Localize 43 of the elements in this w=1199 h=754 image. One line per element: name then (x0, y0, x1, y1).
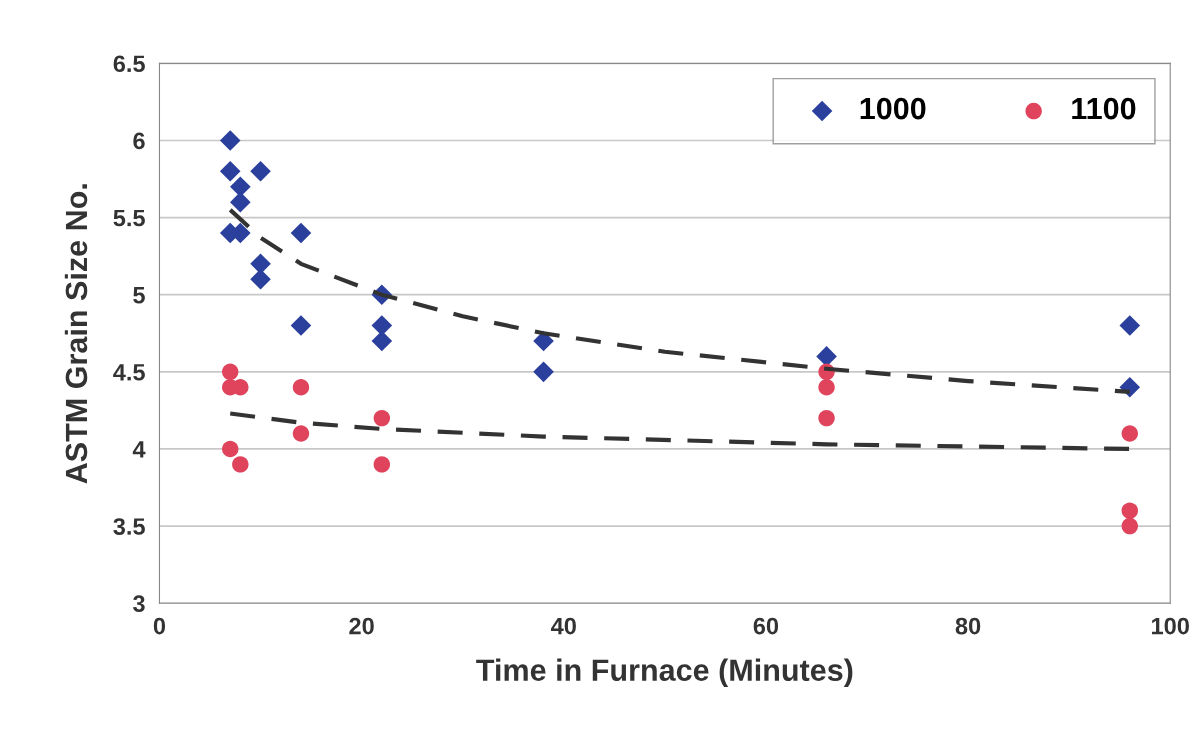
point (533, 361, 554, 383)
x-tick-label: 40 (551, 617, 576, 635)
legend-label: 1100 (1072, 97, 1136, 120)
point (371, 315, 393, 336)
point (222, 440, 239, 458)
x-tick-label: 80 (955, 617, 981, 635)
point (818, 409, 835, 427)
point (1121, 517, 1139, 535)
point (1121, 425, 1139, 442)
y-axis-title: ASTM Grain Size No. (64, 184, 88, 484)
y-tick-label: 3 (132, 595, 145, 613)
point (292, 425, 310, 442)
point (232, 456, 249, 473)
point (250, 268, 271, 290)
point (219, 161, 241, 182)
legend-label: 1000 (860, 97, 926, 120)
point (290, 315, 312, 336)
point (292, 379, 310, 396)
x-tick-label: 20 (349, 617, 374, 635)
line-series (228, 411, 1132, 452)
y-tick-label: 3.5 (113, 518, 145, 535)
y-tick-label: 6 (133, 132, 145, 150)
y-tick-label: 6.5 (113, 55, 145, 73)
point (818, 379, 835, 396)
point (219, 130, 241, 151)
point (230, 191, 251, 213)
point (1121, 502, 1139, 519)
y-tick-label: 5 (133, 287, 145, 304)
y-tick-label: 5.5 (113, 209, 145, 227)
y-tick-label: 4 (132, 441, 146, 458)
point (290, 222, 312, 244)
x-axis-title: Time in Furnace (Minutes) (476, 658, 853, 688)
point (373, 456, 391, 473)
x-tick-label: 0 (153, 617, 166, 635)
point (816, 346, 837, 367)
point (371, 330, 393, 352)
point (1119, 315, 1141, 336)
point (250, 161, 271, 182)
y-tick-label: 4.5 (113, 364, 145, 381)
x-tick-label: 100 (1152, 617, 1189, 635)
point (373, 409, 391, 427)
point (222, 363, 239, 381)
x-tick-label: 60 (753, 617, 779, 635)
